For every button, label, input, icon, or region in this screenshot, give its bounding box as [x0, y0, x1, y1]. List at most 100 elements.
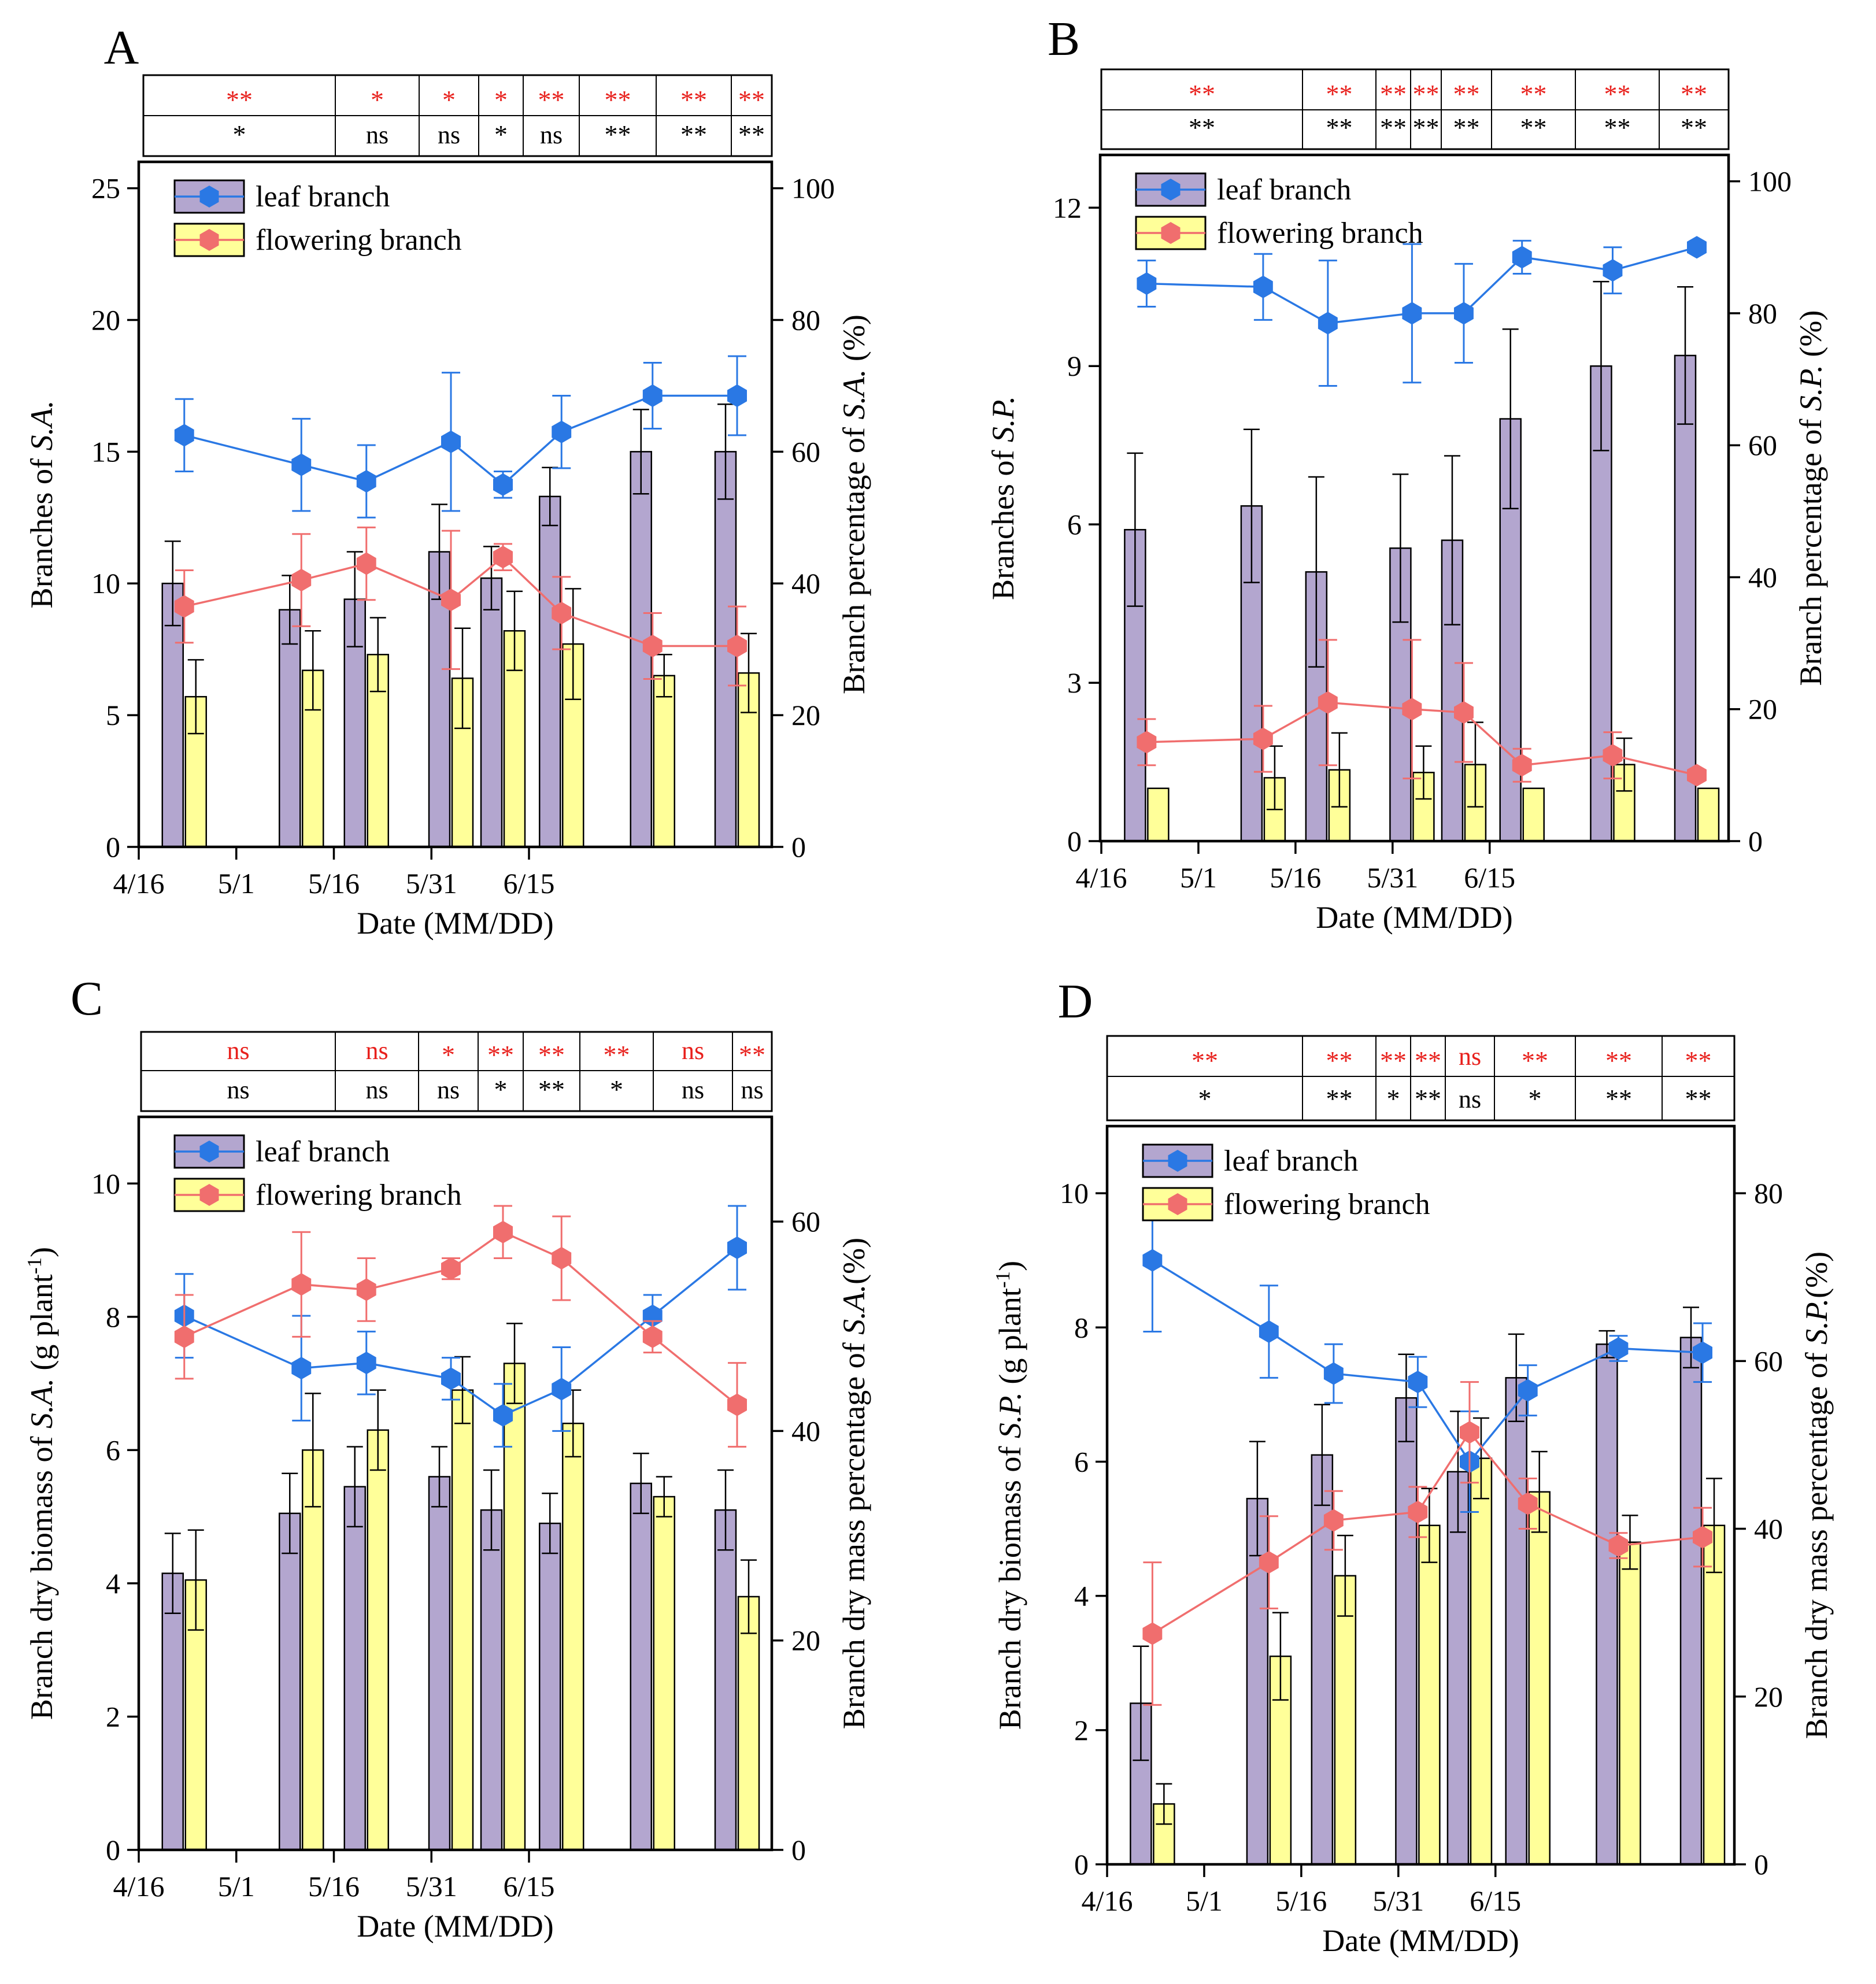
panel-a-sig-top-0: **: [226, 85, 253, 114]
panel-c-flowering-point-6: [642, 1325, 663, 1348]
panel-b-sig-top-1: **: [1326, 79, 1353, 109]
panel-c-flowering-point-2: [356, 1278, 376, 1301]
panel-c-y-tick-label-4: 8: [106, 1301, 120, 1333]
panel-d-leaf-point-5: [1518, 1379, 1538, 1402]
panel-a-sig-top-4: **: [538, 85, 565, 114]
panel-a-leaf-point-0: [174, 424, 194, 447]
panel-a-plot-frame: [137, 160, 774, 849]
panel-a-leaf-bar-5: [539, 495, 561, 848]
panel-d-sig-top-0: **: [1192, 1046, 1218, 1075]
panel-d-leaf-point-2: [1323, 1362, 1344, 1385]
panel-c-sig-bottom-5: *: [610, 1075, 623, 1104]
panel-c-leaf-bar-1: [279, 1512, 301, 1851]
panel-c-flowering-point-5: [552, 1246, 572, 1270]
panel-d-flowering-bar-4: [1470, 1457, 1493, 1865]
panel-a-x-tick-label-0: 4/16: [113, 867, 165, 900]
panel-b-sig-bottom-0: **: [1189, 113, 1215, 142]
panel-c-leaf-point-7: [727, 1236, 747, 1259]
panel-a-letter: A: [104, 21, 139, 75]
panel-c-sig-bottom-3: *: [494, 1075, 508, 1104]
panel-c-leaf-bar-4: [480, 1509, 503, 1851]
panel-d-flowering-bar-6: [1619, 1541, 1641, 1865]
panel-b-y2-axis-label: Branch percentage of S.P. (%): [1793, 310, 1828, 686]
panel-a-flowering-point-1: [291, 568, 312, 592]
panel-d-y2-tick-label-1: 20: [1754, 1681, 1783, 1713]
panel-a-sig-top-3: *: [494, 85, 508, 114]
panel-d-y-tick-label-0: 0: [1074, 1848, 1089, 1881]
panel-b-legend-marker-0: [1161, 179, 1181, 201]
panel-c-leaf-bar-6: [630, 1482, 652, 1851]
panel-d-x-tick-label-3: 5/31: [1372, 1885, 1424, 1917]
panel-b-flowering-percentage-line: [1146, 701, 1697, 776]
panel-b-flowering-bar-5: [1522, 787, 1545, 842]
panel-d-leaf-bar-7: [1679, 1337, 1703, 1865]
panel-d-leaf-bar-4: [1446, 1471, 1470, 1865]
panel-a-sig-bottom-5: **: [605, 120, 631, 149]
panel-b-sig-bottom-6: **: [1604, 113, 1631, 142]
panel-c-x-axis-label: Date (MM/DD): [357, 1909, 553, 1944]
panel-c-flowering-percentage-line: [184, 1231, 738, 1406]
panel-c-leaf-point-1: [291, 1357, 312, 1380]
panel-a-leaf-point-7: [727, 384, 747, 408]
panel-a-flowering-bar-6: [653, 675, 675, 848]
panel-d-sig-top-2: **: [1380, 1046, 1407, 1075]
panel-c-flowering-bar-1: [302, 1449, 324, 1851]
panel-a-y2-tick-label-3: 60: [791, 435, 820, 468]
panel-c-sig-table-frame: [140, 1031, 773, 1112]
panel-c-legend-marker-1: [199, 1184, 219, 1206]
panel-d-flowering-point-7: [1693, 1526, 1712, 1549]
panel-d-y-tick-label-4: 8: [1074, 1311, 1089, 1343]
panel-c-y-tick-label-1: 2: [106, 1700, 120, 1733]
panel-d-y2-tick-label-2: 40: [1754, 1513, 1783, 1545]
panel-d-y-tick-label-5: 10: [1060, 1177, 1089, 1209]
panel-a-flowering-point-6: [642, 634, 663, 658]
panel-b-flowering-point-1: [1253, 727, 1273, 750]
panel-d-leaf-point-1: [1259, 1320, 1279, 1343]
panel-a-leaf-point-3: [441, 430, 461, 453]
panel-b-legend-label-0: leaf branch: [1217, 173, 1351, 206]
panel-b-leaf-point-2: [1318, 312, 1338, 335]
panel-d-letter: D: [1058, 975, 1093, 1028]
panel-b-y2-tick-label-1: 20: [1748, 693, 1777, 726]
panel-a-leaf-point-5: [552, 420, 572, 443]
panel-a-flowering-point-5: [552, 601, 572, 625]
panel-b-sig-bottom-4: **: [1453, 113, 1480, 142]
panel-a-x-tick-label-2: 5/16: [308, 867, 360, 900]
panel-b-sig-top-7: **: [1681, 79, 1707, 109]
panel-c-sig-top-6: ns: [682, 1037, 704, 1065]
panel-c-sig-top-5: **: [604, 1040, 630, 1069]
panel-c-leaf-point-2: [356, 1352, 376, 1375]
panel-a-y2-tick-label-2: 40: [791, 567, 820, 599]
panel-d-sig-bottom-1: **: [1326, 1084, 1353, 1113]
panel-d-legend-label-1: flowering branch: [1224, 1188, 1430, 1221]
panel-a-flowering-point-0: [174, 595, 194, 618]
panel-c-flowering-bar-5: [562, 1423, 584, 1851]
panel-a-y-tick-label-5: 25: [91, 172, 120, 205]
panel-b-sig-bottom-2: **: [1380, 113, 1407, 142]
panel-c-flowering-point-7: [727, 1393, 747, 1416]
panel-b-letter: B: [1048, 12, 1080, 66]
panel-b-leaf-point-4: [1454, 302, 1474, 325]
panel-d-flowering-point-0: [1142, 1622, 1163, 1645]
panel-d-y2-tick-label-3: 60: [1754, 1345, 1783, 1377]
panel-a-x-tick-label-1: 5/1: [218, 867, 255, 900]
panel-b-sig-top-3: **: [1413, 79, 1440, 109]
panel-b-x-tick-label-2: 5/16: [1270, 861, 1321, 894]
panel-d-leaf-point-3: [1408, 1371, 1428, 1394]
panel-c-y-axis-label: Branch dry biomass of S.A. (g plant-1): [23, 1247, 60, 1720]
panel-b-sig-top-0: **: [1189, 79, 1215, 109]
panel-c-flowering-bar-4: [503, 1363, 526, 1851]
panel-c-leaf-bar-3: [428, 1476, 451, 1851]
panel-d-leaf-bar-5: [1505, 1377, 1527, 1865]
panel-c-leaf-bar-0: [161, 1572, 184, 1851]
panel-d-legend-label-0: leaf branch: [1224, 1145, 1358, 1178]
panel-b-x-tick-label-3: 5/31: [1367, 861, 1418, 894]
panel-b-leaf-point-7: [1687, 236, 1707, 259]
panel-c-y-tick-label-0: 0: [106, 1834, 120, 1866]
panel-a-x-tick-label-3: 5/31: [406, 867, 457, 900]
panel-a-sig-bottom-6: **: [680, 120, 707, 149]
panel-c-flowering-bar-3: [451, 1389, 474, 1851]
panel-a-leaf-point-6: [642, 384, 663, 408]
panel-a-x-axis-label: Date (MM/DD): [357, 906, 553, 941]
panel-c-sig-bottom-2: ns: [437, 1076, 460, 1104]
